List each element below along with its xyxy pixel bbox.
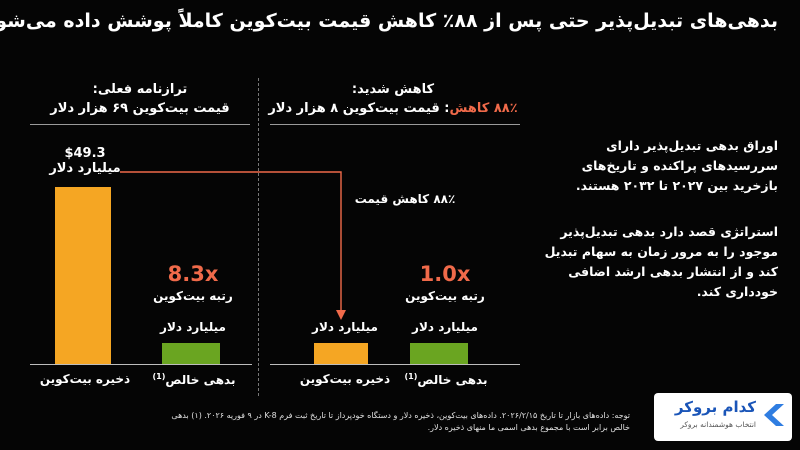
- panel-divider: [258, 78, 259, 396]
- right-debt-category-text: بدهی خالص: [417, 373, 488, 387]
- left-panel-heading-line2: قیمت بیت‌کوین ۶۹ هزار دلار: [50, 101, 230, 116]
- left-category-debt: بدهی خالص(1): [146, 372, 242, 387]
- left-bar-reserve: [55, 186, 111, 364]
- left-reserve-unit: میلیارد دلار: [49, 161, 121, 176]
- left-debt-value-label: میلیارد دلار: [160, 320, 226, 334]
- logo-name: کدام بروکر: [674, 398, 756, 416]
- left-bar-debt: [162, 342, 220, 364]
- right-reserve-value-label: میلیارد دلار: [312, 320, 378, 334]
- right-ratio-label: رتبه بیت‌کوین: [405, 289, 485, 303]
- right-ratio: 1.0x: [419, 262, 471, 286]
- left-debt-footnote-marker: (1): [152, 372, 166, 381]
- right-debt-footnote-marker: (1): [404, 372, 418, 381]
- right-panel-heading-line1: کاهش شدید:: [351, 82, 435, 97]
- left-panel-heading-line1: ترازنامه فعلی:: [92, 82, 188, 97]
- drop-arrow-head: [336, 310, 346, 320]
- footnote: توجه: داده‌های بازار تا تاریخ ۲۰۲۶/۲/۱۵.…: [171, 411, 630, 432]
- right-bar-reserve: [314, 342, 368, 364]
- right-baseline: [270, 364, 520, 365]
- left-category-reserve: ذخیره بیت‌کوین: [39, 372, 131, 386]
- left-reserve-value-label: $49.3 میلیارد دلار: [30, 146, 140, 176]
- side-paragraph-1: اوراق بدهی تبدیل‌پذیر دارای سررسیدهای پر…: [575, 138, 778, 193]
- left-panel-rule: [30, 124, 250, 125]
- right-debt-value-label: میلیارد دلار: [412, 320, 478, 334]
- right-bar-debt: [410, 342, 468, 364]
- right-panel-heading-drop: ۸۸٪ کاهش: [449, 101, 518, 116]
- right-panel-rule: [270, 124, 520, 125]
- left-baseline: [30, 364, 252, 365]
- right-panel-heading-rest: : قیمت بیت‌کوین ۸ هزار دلار: [268, 101, 450, 116]
- broker-logo: کدام بروکر انتخاب هوشمندانه بروکر: [654, 393, 792, 441]
- chevron-logo-icon: [764, 404, 784, 426]
- drop-arrow-line: [120, 171, 342, 316]
- left-panel-heading: ترازنامه فعلی: قیمت بیت‌کوین ۶۹ هزار دلا…: [40, 80, 240, 118]
- left-ratio: 8.3x: [167, 262, 219, 286]
- drop-arrow-label: ۸۸٪ کاهش قیمت: [354, 192, 456, 206]
- page-title: بدهی‌های تبدیل‌پذیر حتی پس از ۸۸٪ کاهش ق…: [0, 10, 778, 32]
- left-debt-category-text: بدهی خالص: [165, 373, 236, 387]
- left-reserve-value: $49.3: [64, 146, 106, 161]
- right-category-reserve: ذخیره بیت‌کوین: [299, 372, 391, 386]
- right-panel-heading: کاهش شدید: ۸۸٪ کاهش: قیمت بیت‌کوین ۸ هزا…: [268, 80, 518, 118]
- left-ratio-label: رتبه بیت‌کوین: [153, 289, 233, 303]
- right-category-debt: بدهی خالص(1): [396, 372, 496, 387]
- logo-tagline: انتخاب هوشمندانه بروکر: [680, 420, 756, 429]
- side-paragraph-2: استراتژی قصد دارد بدهی تبدیل‌پذیر موجود …: [544, 224, 778, 299]
